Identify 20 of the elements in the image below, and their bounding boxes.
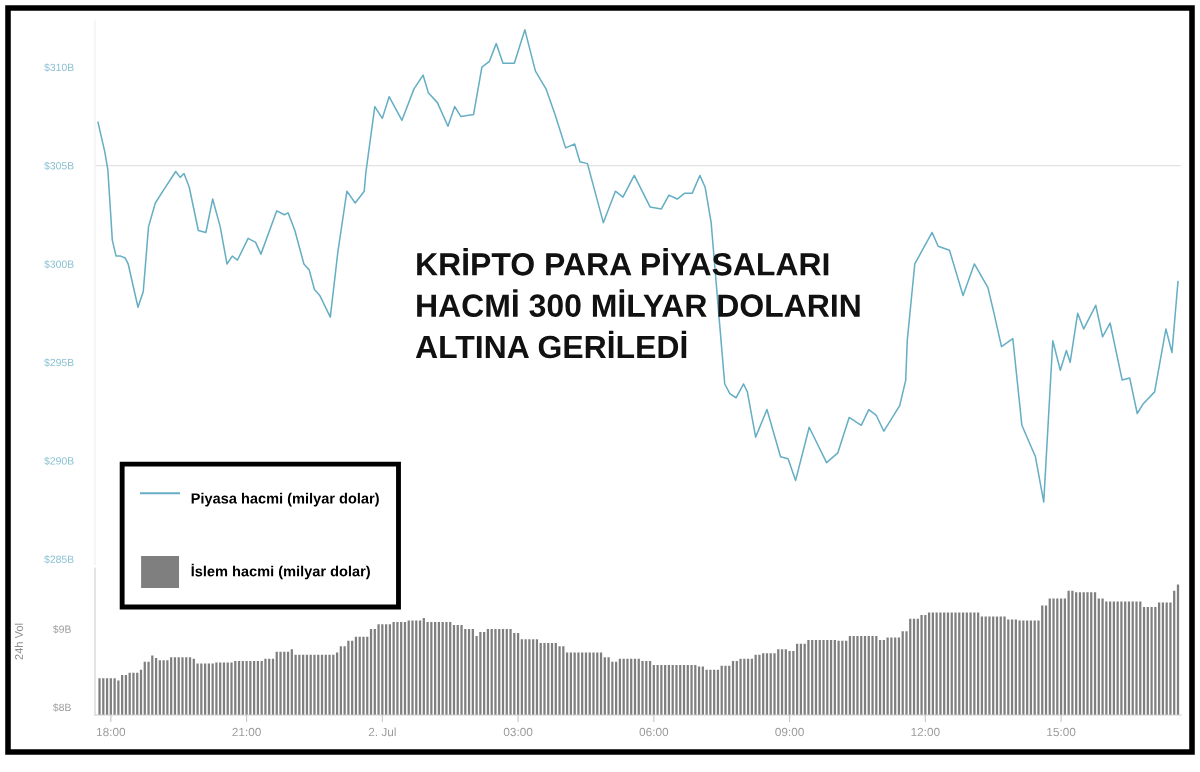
x-tick-label: 03:00	[503, 727, 533, 737]
x-tick-label: 21:00	[232, 727, 261, 737]
y-tick-label: $295B	[44, 358, 74, 367]
y-tick-label: $300B	[44, 260, 74, 269]
y-tick-label: $9B	[52, 625, 71, 634]
x-tick-label: 06:00	[639, 727, 669, 737]
y-tick-label: $290B	[44, 456, 74, 466]
y-axis-title: 24h Vol	[14, 623, 23, 660]
text: KRİPTO PARA PİYASALARI HACMİ 300 MİLYAR DOLARIN ALTINA GERİLEDİ	[415, 248, 860, 359]
x-tick-label: 18:00	[96, 727, 126, 737]
y-tick-label: $310B	[44, 63, 74, 72]
x-tick-label: 15:00	[1047, 727, 1076, 737]
y-tick-label: $305B	[44, 161, 74, 171]
x-tick-label: 09:00	[775, 727, 804, 737]
legend-label: İslem hacmi (milyar dolar)	[191, 563, 370, 580]
y-tick-label: $285B	[44, 555, 74, 564]
legend-label: Piyasa hacmi (milyar dolar)	[191, 492, 379, 507]
y-tick-label: $8B	[52, 703, 71, 712]
x-tick-label: 12:00	[911, 727, 940, 737]
x-tick-label: 2. Jul	[368, 727, 396, 737]
